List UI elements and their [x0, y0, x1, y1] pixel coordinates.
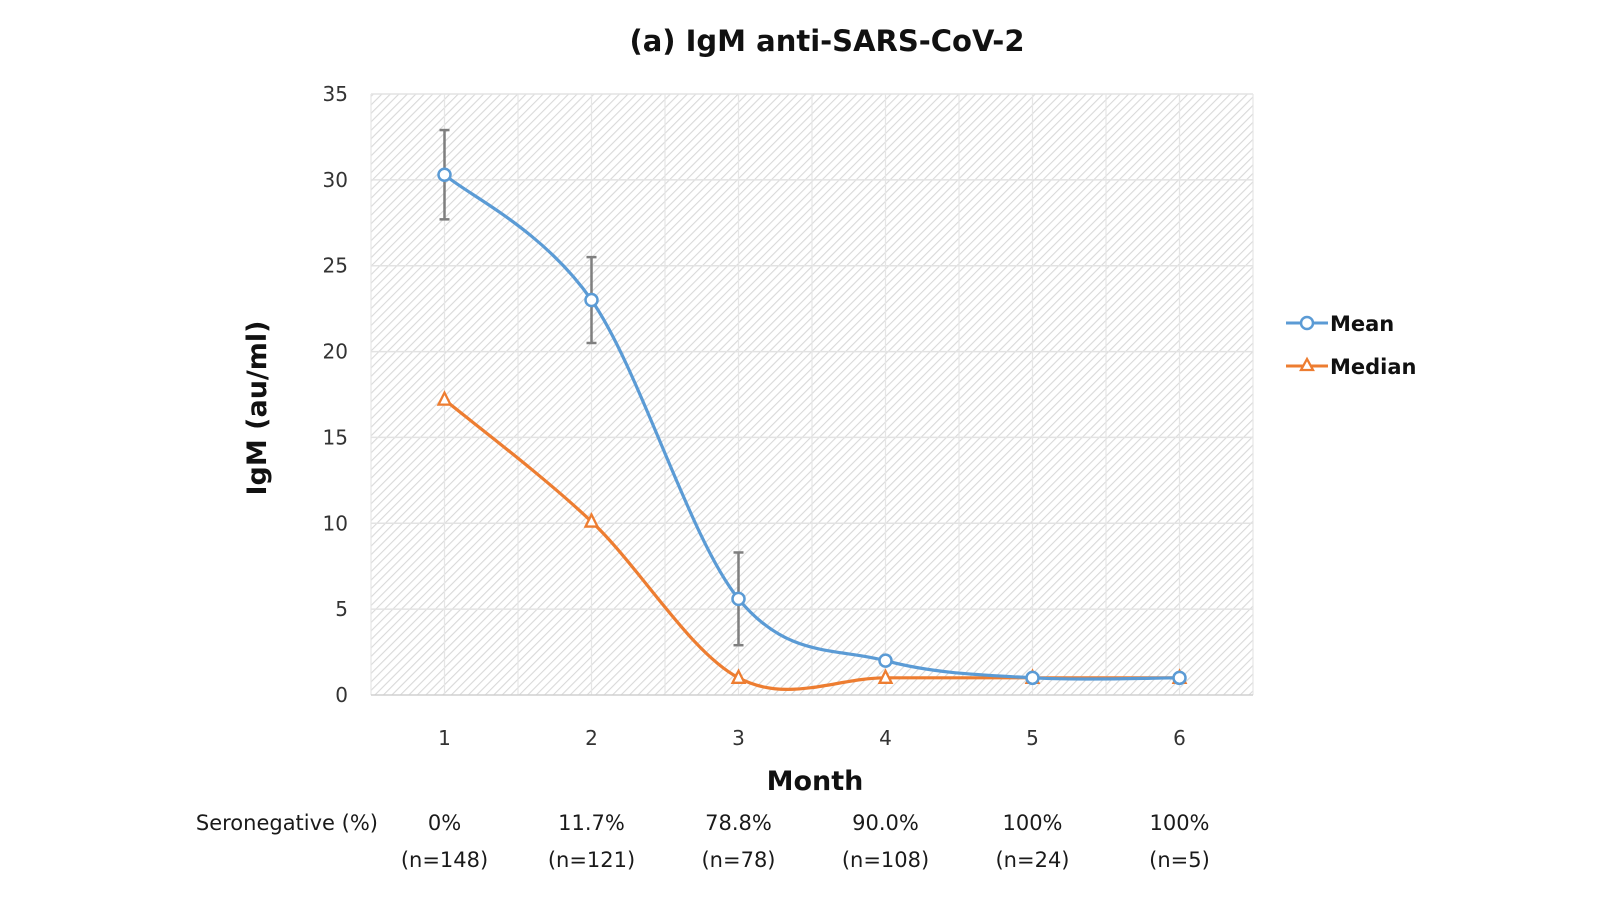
seronegative-label: Seronegative (%) [196, 811, 378, 835]
legend-marker-triangle-icon [1299, 356, 1315, 372]
x-tick-label: 5 [1026, 726, 1039, 750]
x-tick-label: 6 [1173, 726, 1186, 750]
x-tick-label: 2 [585, 726, 598, 750]
median-marker [436, 390, 453, 406]
x-axis-title: Month [767, 766, 864, 797]
seronegative-percent: 78.8% [705, 811, 772, 835]
median-marker [730, 668, 747, 684]
y-tick-label: 10 [323, 511, 348, 535]
mean-marker [1025, 670, 1040, 686]
y-tick-label: 5 [335, 597, 348, 621]
legend: Mean Median [1286, 312, 1417, 379]
legend-item-mean: Mean [1286, 312, 1394, 336]
y-tick-label: 25 [323, 254, 348, 278]
seronegative-percent: 100% [1002, 811, 1062, 835]
sample-size: (n=108) [842, 848, 929, 872]
sample-size: (n=121) [548, 848, 635, 872]
x-tick-label: 1 [438, 726, 451, 750]
median-marker [583, 511, 600, 528]
series-markers [436, 167, 1188, 686]
x-tick-label: 3 [732, 726, 745, 750]
mean-marker [731, 591, 746, 607]
seronegative-percent: 90.0% [852, 811, 919, 835]
legend-label: Median [1330, 355, 1417, 379]
y-tick-label: 20 [323, 340, 348, 364]
y-tick-label: 30 [323, 168, 348, 192]
seronegative-percent: 100% [1149, 811, 1209, 835]
y-tick-label: 35 [323, 82, 348, 106]
sample-size: (n=78) [701, 848, 775, 872]
mean-marker [1172, 670, 1187, 686]
sample-size: (n=148) [401, 848, 488, 872]
mean-marker [584, 292, 599, 308]
mean-marker [878, 653, 893, 668]
x-axis-ticks: 1 2 3 4 5 6 [438, 726, 1186, 750]
seronegative-row: 0% (n=148) 11.7% (n=121) 78.8% (n=78) 90.0% (n=… [401, 811, 1210, 872]
seronegative-percent: 0% [428, 811, 461, 835]
legend-label: Mean [1330, 312, 1394, 336]
y-axis-ticks: 0 5 10 15 20 25 30 35 [323, 82, 348, 707]
sample-size: (n=24) [995, 848, 1069, 872]
y-tick-label: 15 [323, 425, 348, 449]
mean-marker [437, 167, 452, 182]
y-tick-label: 0 [335, 683, 348, 707]
y-axis-title: IgM (au/ml) [242, 320, 273, 495]
seronegative-percent: 11.7% [558, 811, 625, 835]
legend-marker-circle-icon [1299, 315, 1315, 331]
chart-title: (a) IgM anti-SARS-CoV-2 [629, 24, 1024, 58]
median-marker [877, 668, 894, 684]
sample-size: (n=5) [1149, 848, 1210, 872]
legend-item-median: Median [1286, 355, 1417, 379]
x-tick-label: 4 [879, 726, 892, 750]
